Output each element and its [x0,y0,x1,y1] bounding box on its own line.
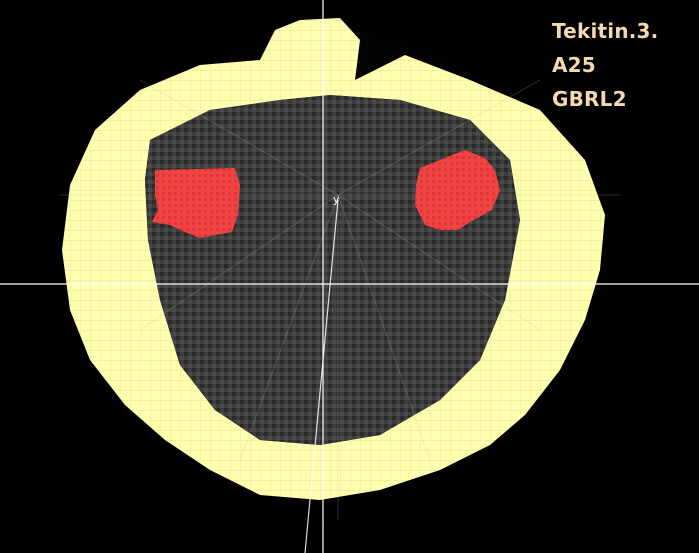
label-line-2: A25 [552,53,596,77]
red-region-left [152,168,240,238]
oblique-axis [304,199,339,553]
annotation-label: Tekitin.3. A25 GBRL2 [552,14,658,116]
red-region-right [415,150,500,230]
label-line-3: GBRL2 [552,87,627,111]
y-axis-tag: y [333,193,340,206]
skull-ring [62,18,605,500]
label-line-1: Tekitin.3. [552,19,659,43]
